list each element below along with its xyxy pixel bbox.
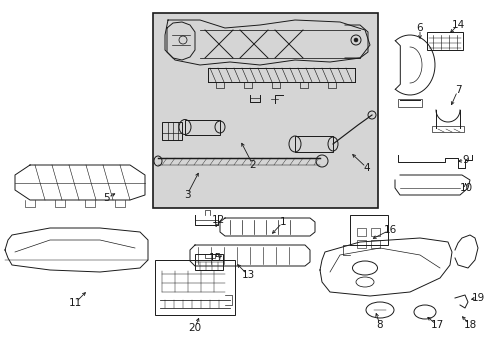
Text: 16: 16 bbox=[383, 225, 396, 235]
Bar bbox=[431, 126, 463, 132]
Circle shape bbox=[353, 38, 357, 42]
Text: 7: 7 bbox=[454, 85, 460, 95]
Text: 19: 19 bbox=[470, 293, 484, 303]
Text: 10: 10 bbox=[459, 183, 471, 193]
Text: 15: 15 bbox=[208, 253, 221, 263]
Bar bbox=[349, 215, 387, 245]
Text: 8: 8 bbox=[376, 320, 383, 330]
Bar bbox=[162, 122, 182, 140]
Text: 4: 4 bbox=[363, 163, 369, 173]
Bar bbox=[195, 254, 223, 270]
Bar bbox=[356, 228, 365, 236]
Text: 9: 9 bbox=[462, 155, 468, 165]
Text: 1: 1 bbox=[279, 217, 286, 227]
Bar bbox=[426, 32, 462, 50]
Text: 11: 11 bbox=[68, 298, 81, 308]
Bar bbox=[184, 120, 220, 135]
Text: 2: 2 bbox=[249, 160, 256, 170]
Text: 18: 18 bbox=[463, 320, 476, 330]
Bar bbox=[356, 240, 365, 248]
Text: 17: 17 bbox=[429, 320, 443, 330]
Text: 14: 14 bbox=[450, 20, 464, 30]
Bar bbox=[370, 228, 379, 236]
Bar bbox=[153, 13, 377, 208]
Text: 3: 3 bbox=[183, 190, 190, 200]
Text: 5: 5 bbox=[103, 193, 110, 203]
Text: 6: 6 bbox=[416, 23, 423, 33]
Bar bbox=[370, 240, 379, 248]
Text: 13: 13 bbox=[241, 270, 254, 280]
Bar bbox=[294, 136, 332, 152]
Bar bbox=[397, 99, 421, 107]
Bar bbox=[155, 260, 235, 315]
Text: 20: 20 bbox=[188, 323, 201, 333]
Text: 12: 12 bbox=[211, 215, 224, 225]
